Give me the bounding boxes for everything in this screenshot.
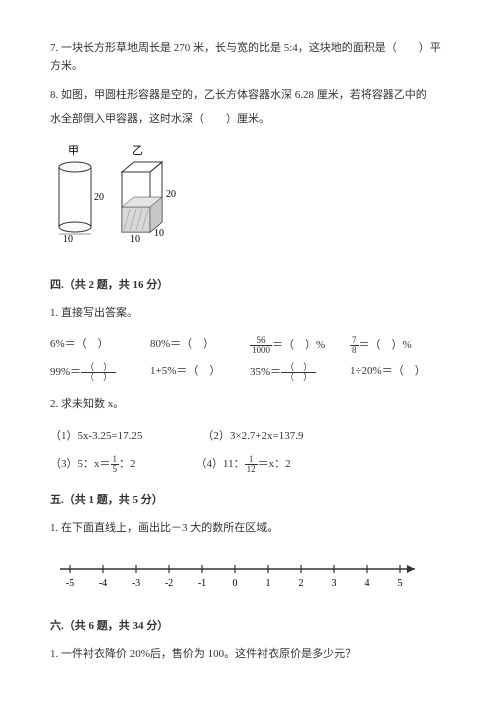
s4-q2: 2. 求未知数 x。	[50, 396, 450, 414]
jia-diameter: 10	[63, 234, 73, 245]
svg-text:-4: -4	[99, 578, 107, 589]
m1-1: 6%＝（ ）	[50, 336, 150, 355]
jia-label: 甲	[68, 145, 79, 157]
solve-row-2: （3）5：x＝15：2 （4）11：112＝x：2	[50, 455, 450, 474]
containers-figure: 甲 20 10 乙 20 10 10	[50, 142, 450, 259]
question-7: 7. 一块长方形草地周长是 270 米，长与宽的比是 5:4，这块地的面积是（ …	[50, 40, 450, 75]
solve-3: （3）5：x＝15：2	[50, 455, 136, 474]
section-6-header: 六.（共 6 题，共 34 分）	[50, 618, 450, 636]
q8-line2: 水全部倒入甲容器，这时水深（ ）厘米。	[50, 111, 450, 129]
svg-text:-5: -5	[66, 578, 74, 589]
svg-text:4: 4	[365, 578, 370, 589]
m1-3: 561000＝（ ）%	[250, 336, 350, 355]
section-4-header: 四.（共 2 题，共 16 分）	[50, 277, 450, 295]
solve-row-1: （1）5x-3.25=17.25 （2）3×2.7+2x=137.9	[50, 428, 450, 446]
svg-text:2: 2	[299, 578, 304, 589]
svg-text:3: 3	[332, 578, 337, 589]
frac-7-8: 78	[350, 336, 359, 355]
jia-height: 20	[94, 192, 104, 203]
section-5-header: 五.（共 1 题，共 5 分）	[50, 492, 450, 510]
m2-3: 35%＝（ ）（ ）	[250, 363, 350, 382]
m1-2: 80%＝（ ）	[150, 336, 250, 355]
yi-w1: 10	[130, 234, 140, 245]
number-line-figure: -5 -4 -3 -2 -1 0 1 2 3 4 5	[50, 554, 450, 601]
s6-q1: 1. 一件衬衣降价 20%后，售价为 100。这件衬衣原价是多少元？	[50, 646, 450, 664]
q7-text: 7. 一块长方形草地周长是 270 米，长与宽的比是 5:4，这块地的面积是（ …	[50, 42, 441, 72]
svg-text:1: 1	[266, 578, 271, 589]
yi-w2: 10	[154, 228, 164, 239]
m2-2: 1+5%＝（ ）	[150, 363, 250, 382]
solve-4: （4）11：112＝x：2	[196, 455, 291, 474]
svg-text:-1: -1	[198, 578, 206, 589]
math-row-1: 6%＝（ ） 80%＝（ ） 561000＝（ ）% 78＝（ ）%	[50, 336, 450, 355]
s5-q1: 1. 在下面直线上，画出比－3 大的数所在区域。	[50, 520, 450, 538]
question-8: 8. 如图，甲圆柱形容器是空的，乙长方体容器水深 6.28 厘米，若将容器乙中的…	[50, 87, 450, 128]
m2-4: 1÷20%＝（ ）	[350, 363, 450, 382]
solve-2: （2）3×2.7+2x=137.9	[202, 428, 303, 446]
m2-1: 99%＝（ ）（ ）	[50, 363, 150, 382]
svg-text:-2: -2	[165, 578, 173, 589]
m1-4: 78＝（ ）%	[350, 336, 450, 355]
yi-label: 乙	[132, 144, 143, 157]
q8-line1: 8. 如图，甲圆柱形容器是空的，乙长方体容器水深 6.28 厘米，若将容器乙中的	[50, 87, 450, 105]
svg-text:-3: -3	[132, 578, 140, 589]
s4-q1: 1. 直接写出答案。	[50, 305, 450, 323]
svg-text:0: 0	[233, 578, 238, 589]
frac-1-5: 15	[111, 455, 120, 474]
svg-text:5: 5	[398, 578, 403, 589]
frac-paren-1: （ ）（ ）	[81, 363, 116, 382]
math-row-2: 99%＝（ ）（ ） 1+5%＝（ ） 35%＝（ ）（ ） 1÷20%＝（ ）	[50, 363, 450, 382]
frac-56-1000: 561000	[250, 336, 272, 355]
solve-1: （1）5x-3.25=17.25	[50, 428, 142, 446]
frac-paren-2: （ ）（ ）	[281, 363, 316, 382]
yi-height: 20	[166, 189, 176, 200]
frac-1-12: 112	[245, 455, 258, 474]
